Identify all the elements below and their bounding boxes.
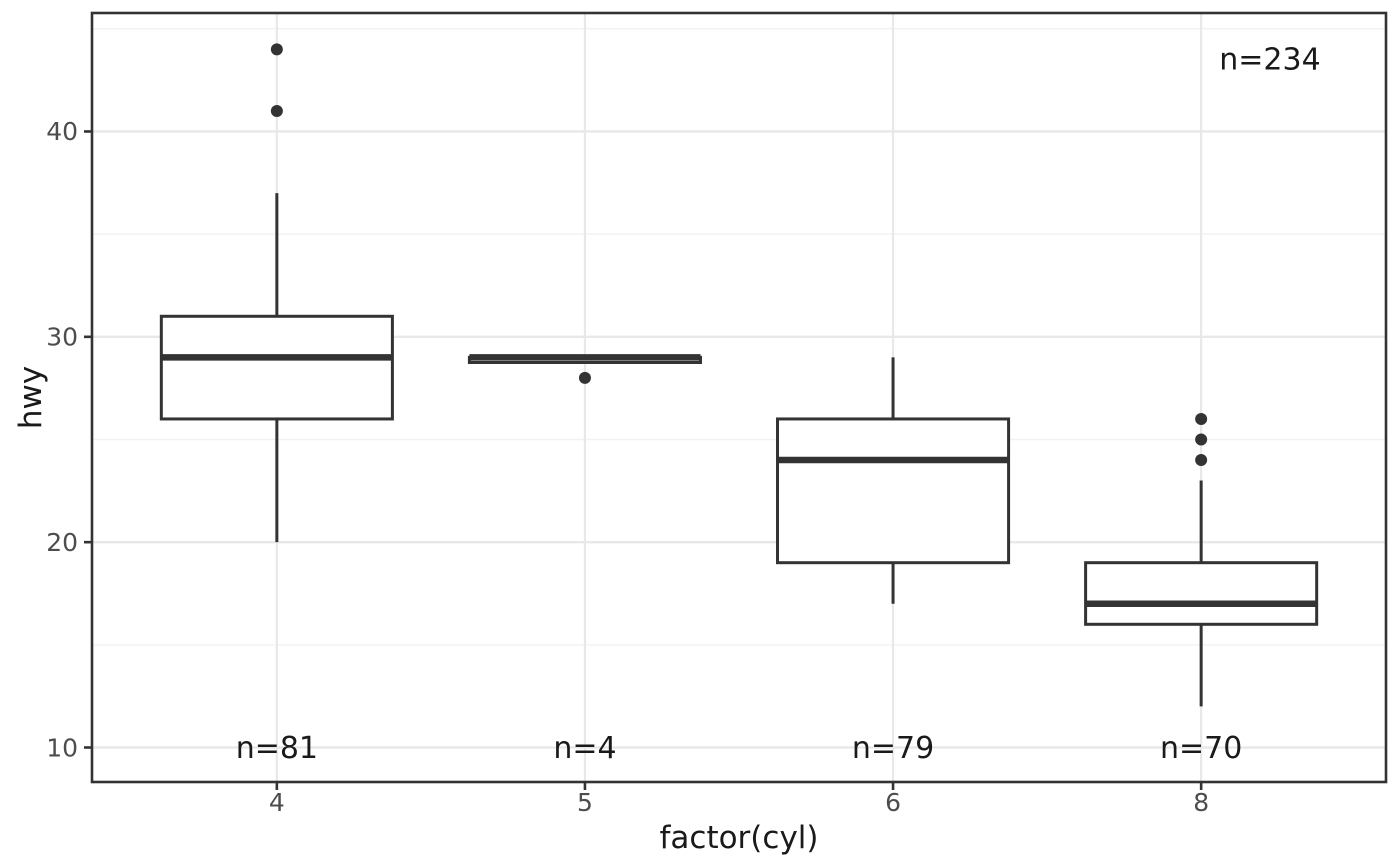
- y-tick-label: 10: [46, 733, 78, 762]
- panel-border: [90, 11, 1388, 784]
- box-group-cyl-8: n=70: [1084, 412, 1319, 766]
- count-label: n=79: [852, 731, 934, 766]
- y-tick-label: 40: [46, 117, 78, 146]
- box-rect: [159, 314, 394, 421]
- x-axis-title: factor(cyl): [659, 820, 818, 856]
- y-tick-label: 30: [46, 323, 78, 352]
- box-group-cyl-4: n=81: [159, 43, 394, 766]
- x-tick-label: 5: [577, 788, 593, 817]
- outlier-point: [1195, 433, 1208, 446]
- y-tick-label: 20: [46, 528, 78, 557]
- box-group-cyl-6: n=79: [776, 357, 1011, 766]
- box-rect: [1084, 561, 1319, 626]
- outlier-point: [270, 104, 283, 117]
- outlier-point: [578, 371, 591, 384]
- box-rect: [776, 417, 1011, 565]
- outlier-point: [1195, 454, 1208, 467]
- y-axis-title: hwy: [13, 366, 49, 429]
- count-label: n=4: [553, 731, 616, 766]
- x-tick-label: 8: [1193, 788, 1209, 817]
- count-label: n=70: [1160, 731, 1242, 766]
- outlier-point: [270, 43, 283, 56]
- x-tick-label: 4: [269, 788, 285, 817]
- x-tick-label: 6: [885, 788, 901, 817]
- box-group-cyl-5: n=4: [467, 354, 702, 766]
- count-label: n=81: [236, 731, 318, 766]
- outlier-point: [1195, 412, 1208, 425]
- total-count-label: n=234: [1219, 43, 1320, 78]
